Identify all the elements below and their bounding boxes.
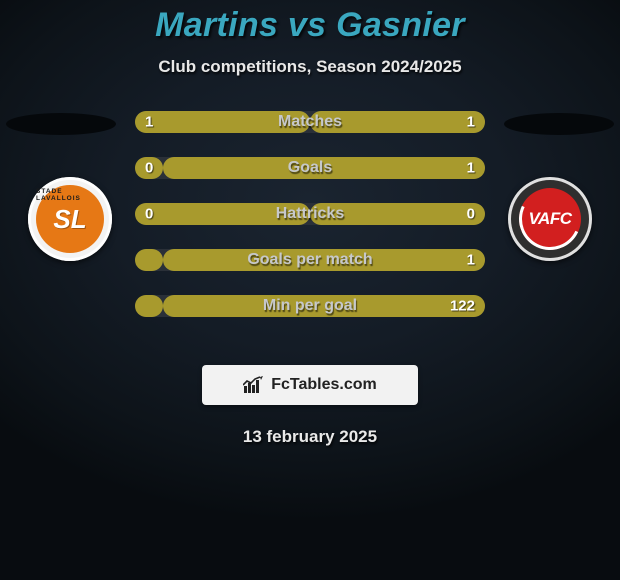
stat-bar: 122Min per goal — [135, 295, 485, 317]
left-team-badge-inner: STADE LAVALLOIS SL — [36, 185, 104, 253]
stat-bars: 11Matches 01Goals 00Hattricks 1Goals per ma… — [135, 111, 485, 317]
right-player-shadow — [504, 113, 614, 135]
stat-label: Min per goal — [135, 297, 485, 315]
brand-badge: FcTables.com — [202, 365, 418, 405]
stat-label: Goals — [135, 159, 485, 177]
brand-chart-icon — [243, 376, 265, 394]
footer-date: 13 february 2025 — [0, 427, 620, 447]
stat-bar: 1Goals per match — [135, 249, 485, 271]
stat-label: Hattricks — [135, 205, 485, 223]
right-team-badge-inner: VAFC — [519, 188, 581, 250]
left-team-arc-text: STADE LAVALLOIS — [36, 188, 104, 202]
stat-bar: 01Goals — [135, 157, 485, 179]
right-team-badge: VAFC — [508, 177, 592, 261]
subtitle: Club competitions, Season 2024/2025 — [0, 57, 620, 77]
stat-label: Goals per match — [135, 251, 485, 269]
left-team-abbrev: SL — [53, 204, 86, 235]
comparison-stage: STADE LAVALLOIS SL VAFC 11Matches 01Goals… — [0, 111, 620, 331]
right-team-swoosh — [510, 179, 589, 258]
left-player-shadow — [6, 113, 116, 135]
page-title: Martins vs Gasnier — [0, 0, 620, 45]
stat-bar: 00Hattricks — [135, 203, 485, 225]
stat-bar: 11Matches — [135, 111, 485, 133]
brand-text: FcTables.com — [271, 376, 377, 394]
stat-label: Matches — [135, 113, 485, 131]
left-team-badge: STADE LAVALLOIS SL — [28, 177, 112, 261]
